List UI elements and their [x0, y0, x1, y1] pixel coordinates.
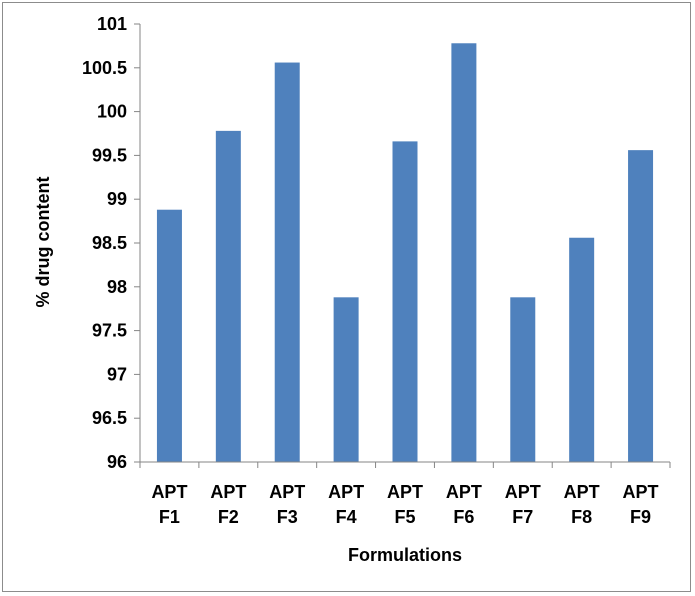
y-tick-label: 98 — [107, 277, 127, 297]
y-axis-ticks: 96 96.5 97 97.5 98 98.5 99 99.5 100 100.5 101 — [82, 14, 140, 472]
x-axis-labels: APT F1 APT F2 APT F3 APT F4 APT F5 APT F6 APT F7 APT F8… — [151, 482, 658, 527]
bar-apt-f7 — [510, 297, 536, 462]
bar-apt-f5 — [392, 141, 418, 462]
bar-apt-f4 — [333, 297, 359, 462]
axes — [139, 24, 671, 468]
x-category-label-line: APT — [564, 482, 600, 502]
bar-apt-f2 — [215, 130, 241, 462]
x-axis-title: Formulations — [348, 545, 462, 565]
y-tick-label: 99 — [107, 189, 127, 209]
x-category-label: APT F6 — [446, 482, 482, 527]
y-tick-label: 99.5 — [92, 145, 127, 165]
x-category-label: APT F2 — [210, 482, 246, 527]
y-tick-label: 96 — [107, 452, 127, 472]
y-tick-label: 100 — [97, 102, 127, 122]
x-category-label-line: APT — [269, 482, 305, 502]
bar-apt-f6 — [451, 43, 477, 462]
x-category-label-line: F4 — [336, 507, 357, 527]
x-category-label-line: APT — [328, 482, 364, 502]
x-category-label-line: APT — [210, 482, 246, 502]
x-category-label: APT F1 — [151, 482, 187, 527]
x-category-label: APT F7 — [505, 482, 541, 527]
y-axis-title: % drug content — [33, 177, 53, 308]
y-tick-label: 98.5 — [92, 233, 127, 253]
bar-apt-f9 — [628, 150, 654, 463]
x-category-label: APT F9 — [623, 482, 659, 527]
y-tick-label: 97 — [107, 364, 127, 384]
x-category-label-line: APT — [623, 482, 659, 502]
y-tick-label: 101 — [97, 14, 127, 34]
x-category-label-line: F6 — [453, 507, 474, 527]
x-category-label-line: F3 — [277, 507, 298, 527]
y-tick-label: 100.5 — [82, 58, 127, 78]
x-category-label-line: F7 — [512, 507, 533, 527]
y-tick-label: 97.5 — [92, 321, 127, 341]
x-category-label-line: APT — [446, 482, 482, 502]
x-category-label: APT F5 — [387, 482, 423, 527]
x-category-label-line: APT — [505, 482, 541, 502]
x-category-label-line: APT — [151, 482, 187, 502]
x-category-label-line: F2 — [218, 507, 239, 527]
y-tick-label: 96.5 — [92, 408, 127, 428]
bar-apt-f3 — [274, 62, 300, 462]
x-category-label-line: F9 — [630, 507, 651, 527]
x-category-label-line: F1 — [159, 507, 180, 527]
bar-apt-f8 — [569, 237, 595, 462]
x-category-label-line: APT — [387, 482, 423, 502]
x-category-label: APT F8 — [564, 482, 600, 527]
bar-series — [156, 43, 654, 463]
x-category-label: APT F4 — [328, 482, 364, 527]
bar-apt-f1 — [156, 209, 182, 462]
x-category-label: APT F3 — [269, 482, 305, 527]
x-category-label-line: F8 — [571, 507, 592, 527]
x-category-label-line: F5 — [394, 507, 415, 527]
